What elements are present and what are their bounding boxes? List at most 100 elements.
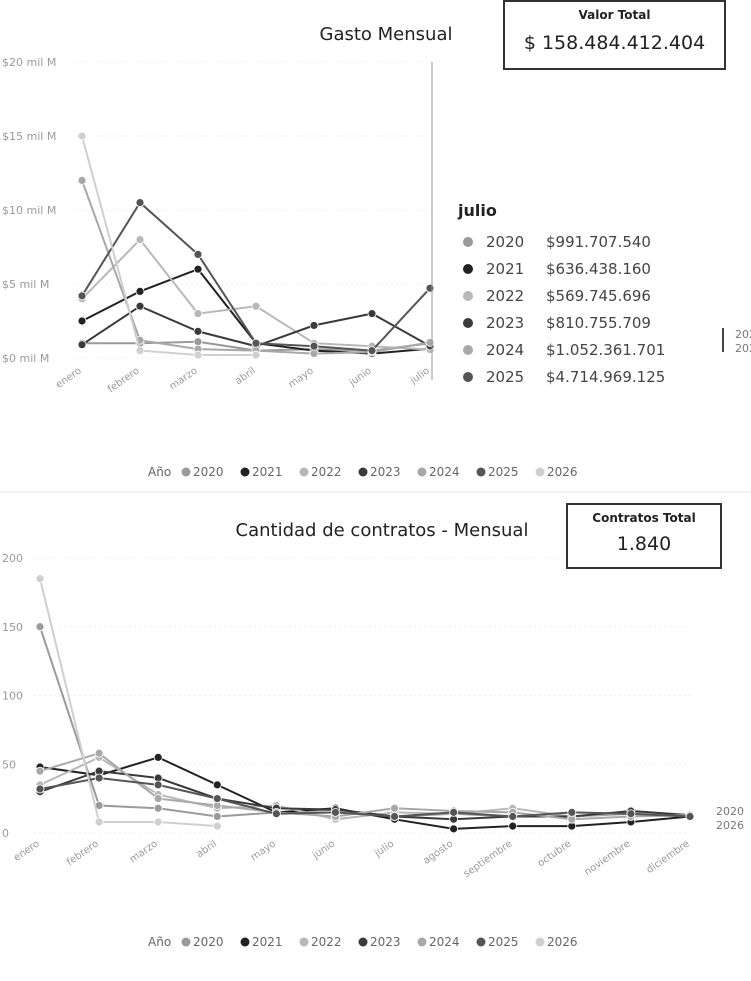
legend-item-2023[interactable]: 2023 [370, 935, 401, 949]
legend-item-2020[interactable]: 2020 [193, 465, 224, 479]
data-point[interactable] [567, 807, 577, 817]
contratos-total-label: Contratos Total [592, 511, 696, 525]
x-tick-label: agosto [421, 838, 455, 866]
data-point[interactable] [251, 301, 261, 311]
data-point[interactable] [77, 291, 87, 301]
data-point[interactable] [390, 803, 399, 813]
x-tick-label: enero [12, 838, 42, 863]
data-point[interactable] [685, 812, 695, 821]
data-point[interactable] [212, 780, 222, 790]
legend-marker [535, 467, 545, 477]
data-point[interactable] [193, 326, 203, 336]
legend-item-2023[interactable]: 2023 [370, 465, 401, 479]
side-label-1: 2020 [716, 805, 744, 818]
x-tick-label: septiembre [462, 838, 515, 880]
x-tick-label: febrero [65, 838, 101, 868]
data-point[interactable] [251, 350, 261, 360]
data-point[interactable] [153, 817, 163, 827]
data-point[interactable] [153, 752, 163, 762]
legend-item-2025[interactable]: 2025 [488, 465, 519, 479]
data-point[interactable] [449, 807, 459, 817]
data-point[interactable] [425, 338, 435, 347]
legend-item-2022[interactable]: 2022 [311, 935, 342, 949]
data-point[interactable] [153, 780, 163, 790]
data-point[interactable] [626, 809, 636, 819]
data-point[interactable] [508, 812, 518, 821]
data-point[interactable] [251, 338, 261, 348]
data-point[interactable] [193, 350, 203, 360]
legend-marker [358, 467, 368, 477]
legend-marker [417, 937, 427, 947]
data-point[interactable] [135, 286, 145, 296]
legend-item-2021[interactable]: 2021 [252, 465, 283, 479]
data-point[interactable] [153, 794, 163, 804]
data-point[interactable] [77, 316, 87, 326]
legend-item-2020[interactable]: 2020 [193, 935, 224, 949]
chart2-legend: Año 2020 2021 2022 2023 2024 2025 2026 [148, 935, 578, 949]
data-point[interactable] [367, 309, 377, 319]
chart1-side-labels: 2024 2020 [722, 328, 751, 355]
chart1-title: Gasto Mensual [320, 24, 453, 45]
data-point[interactable] [35, 622, 45, 632]
series-line-2026 [39, 578, 218, 828]
data-point[interactable] [508, 821, 518, 831]
y-tick-label: $5 mil M [2, 278, 49, 291]
valor-total-card: Valor Total $ 158.484.412.404 [503, 0, 726, 70]
legend-item-2024[interactable]: 2024 [429, 935, 460, 949]
legend-marker [181, 467, 191, 477]
data-point[interactable] [271, 809, 281, 819]
tooltip-value: $636.438.160 [546, 260, 651, 278]
x-tick-label: febrero [106, 365, 142, 395]
data-point[interactable] [331, 807, 340, 817]
data-point[interactable] [77, 131, 87, 141]
data-point[interactable] [35, 766, 45, 776]
data-point[interactable] [309, 321, 319, 330]
data-point[interactable] [193, 309, 203, 319]
tooltip-value: $4.714.969.125 [546, 368, 665, 386]
tooltip-value: $569.745.696 [546, 287, 651, 305]
data-point[interactable] [309, 341, 319, 351]
legend-item-2026[interactable]: 2026 [547, 935, 578, 949]
legend-item-2024[interactable]: 2024 [429, 465, 460, 479]
data-point[interactable] [212, 794, 222, 804]
data-point[interactable] [212, 821, 222, 831]
legend-item-2022[interactable]: 2022 [311, 465, 342, 479]
series-2020 [35, 622, 695, 821]
data-point[interactable] [94, 748, 104, 758]
data-point[interactable] [35, 784, 45, 794]
x-tick-label: marzo [168, 365, 200, 392]
data-point[interactable] [449, 824, 459, 834]
data-point[interactable] [135, 301, 145, 311]
data-point[interactable] [35, 574, 45, 584]
tooltip-marker [463, 237, 473, 247]
y-tick-label: $10 mil M [2, 204, 56, 217]
data-point[interactable] [212, 812, 222, 821]
y-tick-label: 0 [2, 827, 9, 840]
data-point[interactable] [367, 346, 377, 356]
series-2026 [77, 131, 261, 360]
data-point[interactable] [94, 817, 104, 827]
legend-item-2026[interactable]: 2026 [547, 465, 578, 479]
data-point[interactable] [94, 773, 104, 783]
contratos-mensual-chart: Cantidad de contratos - Mensual 0 50 100 15… [2, 520, 744, 949]
data-point[interactable] [135, 198, 145, 208]
legend-item-2021[interactable]: 2021 [252, 935, 283, 949]
tooltip-year: 2023 [486, 314, 524, 332]
data-point[interactable] [135, 346, 145, 356]
data-point[interactable] [153, 803, 163, 813]
data-point[interactable] [425, 283, 435, 293]
data-point[interactable] [309, 349, 319, 358]
data-point[interactable] [193, 264, 203, 274]
data-point[interactable] [193, 249, 203, 259]
data-point[interactable] [135, 235, 145, 245]
legend-title: Año [148, 935, 171, 949]
side-label-1: 2024 [735, 328, 751, 341]
x-tick-label: diciembre [645, 838, 692, 876]
legend-item-2025[interactable]: 2025 [488, 935, 519, 949]
data-point[interactable] [77, 175, 87, 185]
y-tick-label: 100 [2, 690, 23, 703]
data-point[interactable] [77, 340, 87, 350]
data-point[interactable] [193, 337, 203, 347]
data-point[interactable] [390, 812, 399, 821]
tooltip-year: 2025 [486, 368, 524, 386]
